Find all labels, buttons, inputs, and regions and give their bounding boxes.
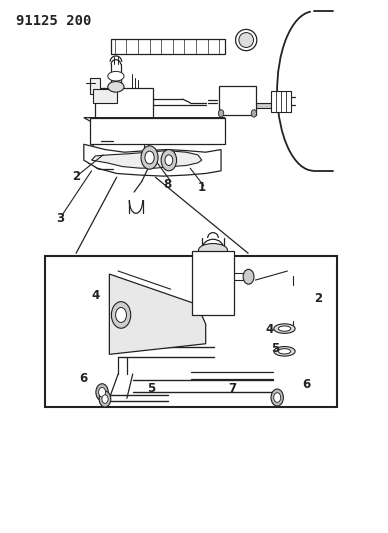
- Polygon shape: [92, 151, 202, 168]
- Circle shape: [243, 269, 254, 284]
- Ellipse shape: [239, 33, 253, 47]
- Polygon shape: [95, 88, 153, 118]
- Text: 4: 4: [265, 322, 274, 336]
- Ellipse shape: [236, 29, 257, 51]
- Text: 91125 200: 91125 200: [16, 14, 92, 28]
- Circle shape: [274, 393, 281, 402]
- Circle shape: [111, 302, 131, 328]
- Circle shape: [102, 395, 108, 403]
- Circle shape: [271, 389, 283, 406]
- Text: 5: 5: [147, 382, 156, 395]
- Text: 4: 4: [91, 289, 100, 302]
- Ellipse shape: [108, 71, 124, 81]
- Circle shape: [99, 387, 106, 397]
- Ellipse shape: [274, 324, 295, 333]
- Bar: [111, 39, 225, 54]
- Circle shape: [96, 384, 108, 401]
- Polygon shape: [84, 144, 221, 176]
- Ellipse shape: [108, 82, 124, 92]
- Text: 6: 6: [302, 378, 310, 391]
- Bar: [192, 251, 234, 315]
- Text: 1: 1: [197, 181, 206, 195]
- Text: 8: 8: [163, 177, 171, 191]
- Ellipse shape: [278, 349, 291, 354]
- Circle shape: [116, 308, 126, 322]
- Circle shape: [251, 110, 256, 117]
- Circle shape: [165, 155, 173, 165]
- Text: 2: 2: [314, 292, 322, 305]
- Text: 7: 7: [229, 382, 237, 395]
- Bar: [219, 86, 256, 115]
- Polygon shape: [84, 118, 225, 135]
- Circle shape: [99, 391, 111, 407]
- Circle shape: [218, 110, 224, 117]
- Ellipse shape: [278, 326, 291, 331]
- Bar: [271, 91, 291, 112]
- Text: 2: 2: [72, 169, 80, 183]
- Circle shape: [145, 151, 154, 164]
- Text: 6: 6: [80, 372, 88, 385]
- Text: 3: 3: [57, 212, 65, 225]
- Polygon shape: [90, 118, 225, 144]
- Polygon shape: [256, 103, 271, 108]
- Ellipse shape: [199, 244, 227, 257]
- Bar: [94, 90, 117, 103]
- Polygon shape: [109, 274, 206, 354]
- Bar: [45, 256, 337, 407]
- Circle shape: [141, 146, 158, 169]
- Ellipse shape: [274, 346, 295, 356]
- Text: 5: 5: [271, 342, 279, 356]
- Polygon shape: [90, 78, 100, 94]
- Circle shape: [161, 150, 177, 171]
